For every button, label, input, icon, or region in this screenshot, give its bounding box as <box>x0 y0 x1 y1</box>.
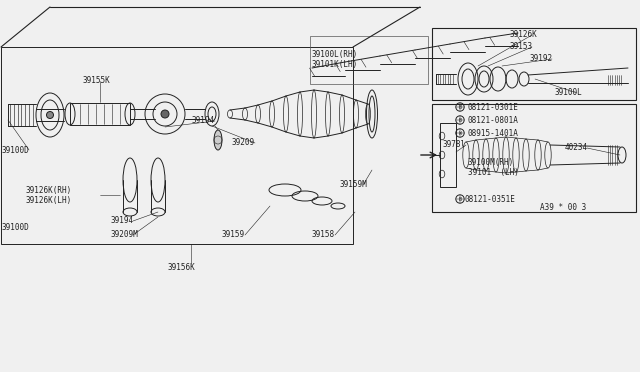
Text: 39159M: 39159M <box>340 180 368 189</box>
Text: 39126K(RH): 39126K(RH) <box>25 186 71 195</box>
Text: 08121-0801A: 08121-0801A <box>468 115 519 125</box>
Text: 08121-0351E: 08121-0351E <box>465 195 516 203</box>
Text: B: B <box>458 196 461 202</box>
Text: 39101  (LH): 39101 (LH) <box>468 167 519 176</box>
Text: 39101K(LH): 39101K(LH) <box>312 60 358 68</box>
Text: 39209M: 39209M <box>110 230 138 238</box>
Text: 39159: 39159 <box>222 230 245 238</box>
Bar <box>440 123 456 187</box>
Text: 39100D: 39100D <box>1 145 29 154</box>
Bar <box>432 28 636 100</box>
Bar <box>432 104 636 212</box>
Text: 08121-0301E: 08121-0301E <box>468 103 519 112</box>
Text: 39209: 39209 <box>232 138 255 147</box>
Text: 39156K: 39156K <box>168 263 196 272</box>
Text: W: W <box>459 131 461 135</box>
Text: A39 * 00 3: A39 * 00 3 <box>540 202 586 212</box>
Text: 39194: 39194 <box>110 215 133 224</box>
Text: 39153: 39153 <box>510 42 533 51</box>
Text: 39194: 39194 <box>192 115 215 125</box>
Text: 40234: 40234 <box>565 142 588 151</box>
Text: 39126K: 39126K <box>510 29 538 38</box>
Text: 39155K: 39155K <box>82 76 109 84</box>
Text: 3978l: 3978l <box>443 140 466 148</box>
Ellipse shape <box>214 130 222 150</box>
Text: 39126K(LH): 39126K(LH) <box>25 196 71 205</box>
Text: B: B <box>458 105 461 109</box>
Bar <box>70 103 130 125</box>
Text: 08915-1401A: 08915-1401A <box>468 128 519 138</box>
Text: 39100M(RH): 39100M(RH) <box>468 157 515 167</box>
Text: 39100L: 39100L <box>555 87 583 96</box>
Ellipse shape <box>47 112 54 119</box>
Bar <box>310 36 428 84</box>
Text: 39100L(RH): 39100L(RH) <box>312 49 358 58</box>
Bar <box>1 47 353 244</box>
Text: 39100D: 39100D <box>1 222 29 231</box>
Text: B: B <box>458 118 461 122</box>
Text: 39158: 39158 <box>312 230 335 238</box>
Text: 39192: 39192 <box>530 54 553 62</box>
Ellipse shape <box>161 110 169 118</box>
